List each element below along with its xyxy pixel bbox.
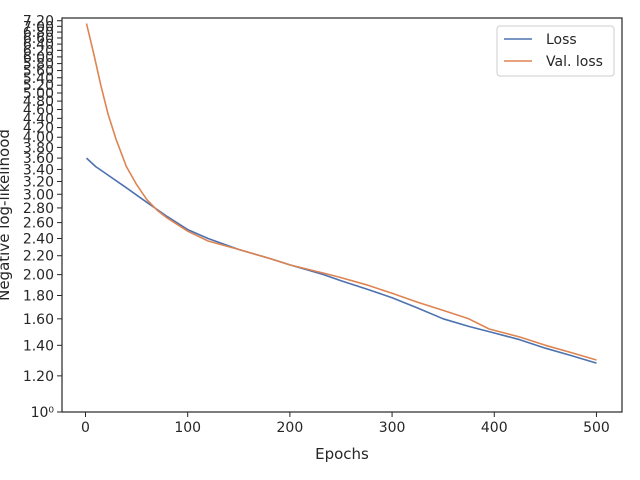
series-lines [85, 23, 597, 364]
y-tick-label: 2.60 [23, 216, 54, 232]
y-tick-label: 2.80 [23, 201, 54, 217]
y-tick-label: 4.40 [23, 111, 54, 127]
legend-label-loss: Loss [546, 32, 577, 48]
y-tick-label: 3.60 [23, 151, 54, 167]
plot-frame [61, 17, 623, 413]
y-tick-label: 2.00 [23, 268, 54, 284]
y-tick-label: 4.20 [23, 121, 54, 137]
y-tick-label: 6.80 [23, 25, 54, 41]
legend: Loss Val. loss [496, 25, 615, 77]
y-tick-label: 1.40 [23, 338, 54, 354]
x-axis-label: Epochs [315, 445, 369, 463]
y-tick-label: 10⁰ [31, 405, 55, 421]
y-tick-label: 5.60 [23, 64, 54, 80]
y-tick-label: 3.00 [23, 187, 54, 203]
legend-label-val-loss: Val. loss [546, 54, 603, 70]
y-tick-label: 4.60 [23, 103, 54, 119]
x-tick-label: 200 [277, 420, 304, 436]
series-line-loss [85, 157, 597, 364]
y-tick-label: 2.40 [23, 231, 54, 247]
y-tick-label: 3.80 [23, 140, 54, 156]
y-tick-label: 1.60 [23, 312, 54, 328]
axis-ticks: 0 100 200 300 400 500 10⁰ 1.20 1.40 1.60 1.80 2.00 2… [23, 14, 610, 436]
y-tick-label: 4.00 [23, 130, 54, 146]
y-tick-label: 5.80 [23, 57, 54, 73]
x-tick-label: 0 [81, 420, 90, 436]
y-axis-label: Negative log-likelihood [0, 129, 13, 301]
y-tick-label: 3.40 [23, 162, 54, 178]
x-tick-label: 300 [379, 420, 406, 436]
y-tick-label: 1.80 [23, 288, 54, 304]
y-tick-label: 7.20 [23, 14, 54, 30]
y-tick-label: 3.20 [23, 174, 54, 190]
x-tick-label: 400 [481, 420, 508, 436]
y-tick-label: 6.20 [23, 43, 54, 59]
y-tick-label: 1.20 [23, 369, 54, 385]
y-tick-label: 5.40 [23, 71, 54, 87]
y-tick-label: 6.60 [23, 31, 54, 47]
y-tick-label: 5.20 [23, 78, 54, 94]
x-tick-label: 500 [583, 420, 610, 436]
y-tick-label: 5.00 [23, 86, 54, 102]
y-tick-label: 6.00 [23, 50, 54, 66]
series-line-val-loss [85, 23, 597, 361]
y-tick-label: 4.80 [23, 94, 54, 110]
y-tick-label: 2.20 [23, 249, 54, 265]
y-tick-label: 7.00 [23, 19, 54, 35]
y-tick-label: 6.40 [23, 37, 54, 53]
x-tick-label: 100 [174, 420, 201, 436]
